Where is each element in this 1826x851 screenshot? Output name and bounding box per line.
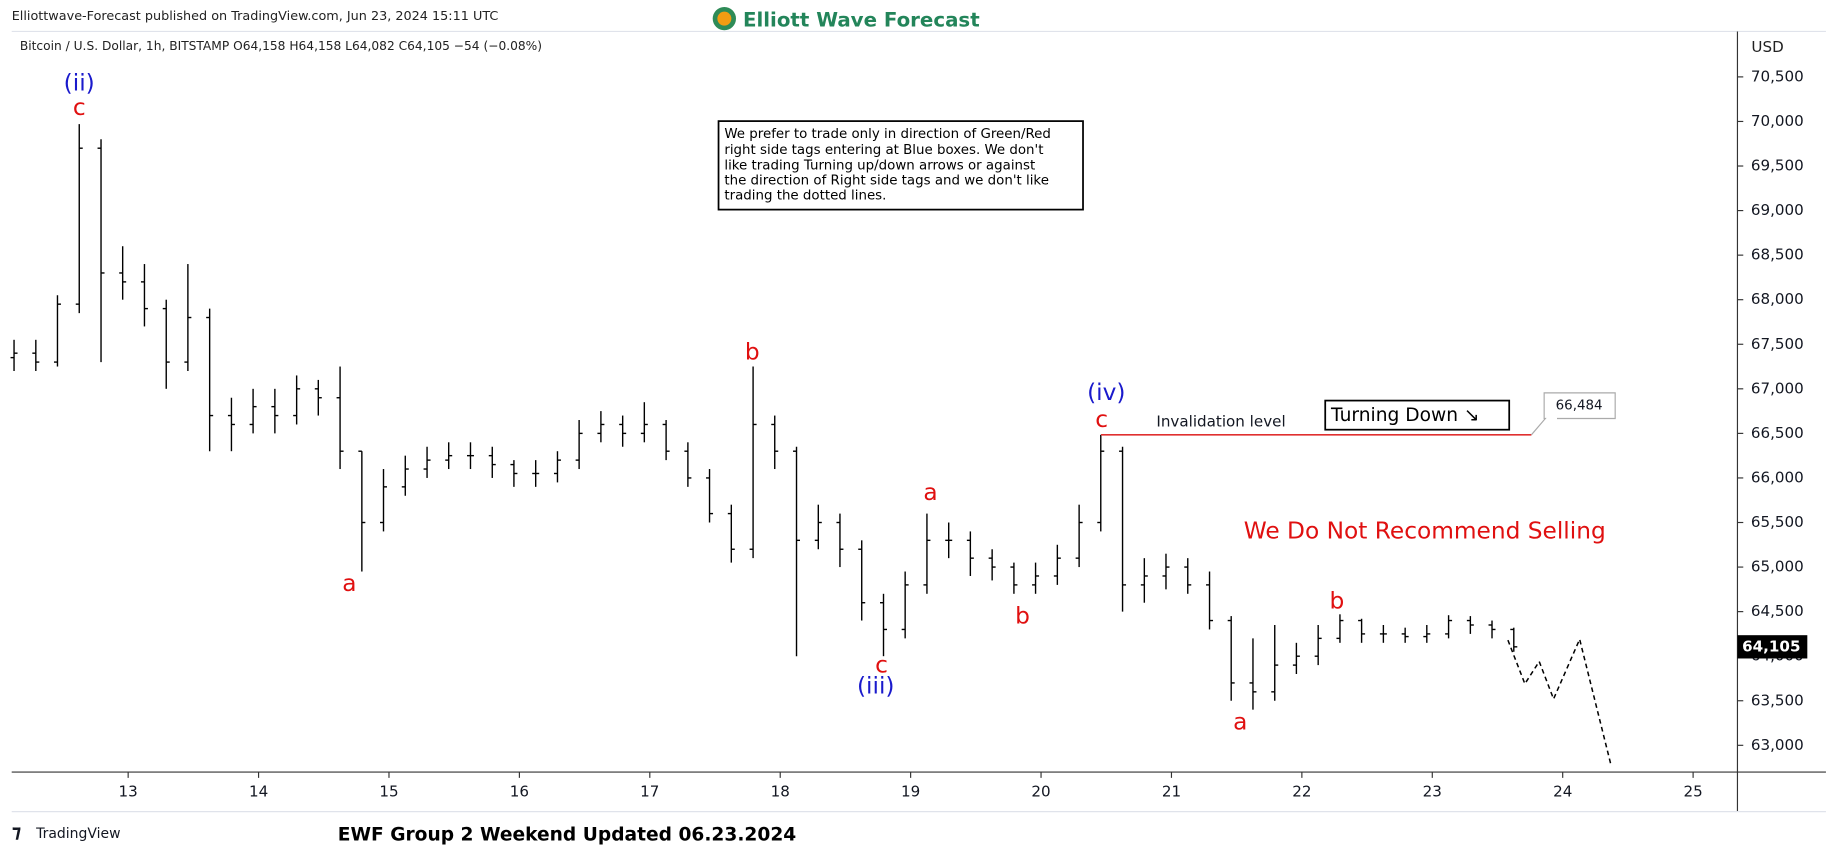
note-box: We prefer to trade only in direction of … — [717, 120, 1084, 211]
y-tick-label: 68,500 — [1751, 246, 1804, 264]
logo: Elliott Wave Forecast — [743, 8, 980, 31]
last-price-tag — [1737, 635, 1808, 659]
wave-label: a — [342, 570, 356, 597]
wave-label: c — [875, 652, 888, 679]
x-tick-label: 16 — [510, 782, 529, 800]
wave-label: b — [745, 338, 760, 365]
turning-box — [1324, 399, 1511, 431]
note-line: like trading Turning up/down arrows or a… — [724, 158, 1035, 173]
caption: EWF Group 2 Weekend Updated 06.23.2024 — [338, 824, 797, 845]
note-line: trading the dotted lines. — [724, 189, 886, 204]
wave-label: (ii) — [64, 69, 95, 96]
wave-label: b — [1329, 588, 1344, 615]
warning: We Do Not Recommend Selling — [1244, 518, 1606, 545]
x-tick-label: 23 — [1423, 782, 1442, 800]
x-tick-label: 15 — [379, 782, 398, 800]
y-tick-label: 70,000 — [1751, 112, 1804, 130]
y-tick-label: 70,500 — [1751, 67, 1804, 85]
logo-icon — [717, 11, 732, 26]
y-tick-label: 69,000 — [1751, 201, 1804, 219]
note-line: We prefer to trade only in direction of … — [724, 127, 1051, 142]
note-line: right side tags entering at Blue boxes. … — [724, 143, 1043, 158]
callout — [1530, 392, 1616, 436]
wave-label: (iv) — [1087, 379, 1125, 406]
symbol: Bitcoin / U.S. Dollar, 1h, BITSTAMP O64,… — [20, 39, 542, 53]
tv-icon: ⁊ — [12, 822, 22, 843]
x-tick-label: 25 — [1683, 782, 1702, 800]
x-tick-label: 13 — [119, 782, 138, 800]
y-tick-label: 66,000 — [1751, 468, 1804, 486]
y-tick-label: 63,000 — [1751, 736, 1804, 754]
last-price-label: 64,105 — [1742, 637, 1800, 655]
note-line: the direction of Right side tags and we … — [724, 173, 1049, 188]
wave-label: a — [1233, 709, 1247, 736]
y-tick-label: 64,500 — [1751, 602, 1804, 620]
x-tick-label: 20 — [1031, 782, 1050, 800]
y-tick-label: 67,500 — [1751, 335, 1804, 353]
x-tick-label: 19 — [901, 782, 920, 800]
x-tick-label: 21 — [1162, 782, 1181, 800]
y-tick-label: 65,500 — [1751, 513, 1804, 531]
currency: USD — [1751, 38, 1783, 56]
published: Elliottwave-Forecast published on Tradin… — [12, 9, 499, 24]
projection — [1507, 636, 1612, 766]
turning-label: Turning Down ↘ — [1330, 405, 1480, 426]
y-tick-label: 68,000 — [1751, 290, 1804, 308]
x-tick-label: 14 — [249, 782, 268, 800]
wave-label: b — [1015, 603, 1030, 630]
note-frame — [717, 120, 1084, 211]
x-tick-label: 17 — [640, 782, 659, 800]
y-tick-label: 63,500 — [1751, 691, 1804, 709]
y-tick-label: 67,000 — [1751, 379, 1804, 397]
x-tick-label: 24 — [1553, 782, 1572, 800]
brand: TradingView — [35, 826, 120, 842]
y-tick-label: 65,000 — [1751, 558, 1804, 576]
wave-label: c — [1095, 406, 1108, 433]
wave-label: c — [73, 94, 86, 121]
callout-label: 66,484 — [1556, 399, 1603, 414]
invalidation-label: Invalidation level — [1156, 412, 1285, 430]
wave-label: a — [923, 479, 937, 506]
x-tick-label: 22 — [1292, 782, 1311, 800]
wave-label: (iii) — [857, 673, 895, 700]
y-tick-label: 69,500 — [1751, 157, 1804, 175]
y-tick-label: 66,500 — [1751, 424, 1804, 442]
x-tick-label: 18 — [771, 782, 790, 800]
